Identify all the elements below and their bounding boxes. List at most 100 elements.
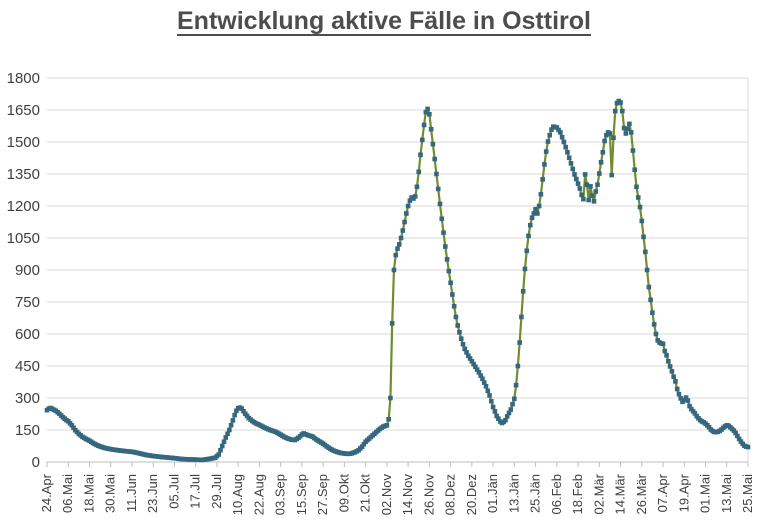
data-marker — [540, 177, 545, 182]
data-marker — [457, 329, 462, 335]
x-axis-label: 18.Feb — [570, 474, 585, 514]
data-marker — [437, 201, 443, 207]
data-marker — [595, 182, 600, 187]
x-axis-label: 17.Jul — [188, 474, 203, 509]
data-marker — [418, 152, 423, 158]
data-marker — [515, 363, 521, 369]
data-marker — [565, 149, 570, 155]
data-marker — [531, 211, 537, 216]
y-axis-labels: 0 150 300 450 600 750 900 1050 1200 1350 1500 1650 1… — [7, 70, 40, 471]
data-marker — [623, 131, 629, 136]
data-marker — [517, 340, 522, 345]
data-marker — [428, 126, 434, 132]
data-marker — [630, 148, 636, 153]
data-marker — [398, 235, 404, 241]
x-axis-label: 29.Jul — [209, 474, 224, 509]
data-marker — [241, 408, 246, 414]
data-marker — [474, 367, 480, 372]
data-marker — [448, 280, 453, 286]
data-marker — [389, 321, 395, 326]
data-marker — [404, 211, 409, 216]
data-marker — [669, 369, 675, 374]
data-marker — [547, 132, 553, 138]
data-marker — [586, 197, 591, 203]
data-marker — [71, 425, 76, 431]
data-marker — [503, 417, 508, 423]
data-marker — [660, 341, 666, 347]
data-marker — [533, 206, 538, 212]
data-marker — [745, 444, 751, 450]
y-axis-label: 600 — [15, 326, 40, 343]
y-axis-label: 1800 — [7, 70, 40, 87]
data-marker — [464, 350, 469, 355]
data-marker — [536, 203, 542, 209]
x-axis-label: 15.Sep — [294, 474, 309, 515]
data-marker — [405, 203, 411, 209]
x-axis-label: 26.Nov — [421, 474, 436, 516]
data-marker — [221, 439, 227, 445]
data-marker — [625, 126, 630, 132]
data-marker — [666, 359, 671, 364]
x-axis-label: 13.Jän — [506, 474, 521, 513]
data-marker — [512, 396, 517, 402]
x-axis-label: 14.Mär — [613, 473, 628, 514]
y-axis-label: 750 — [15, 294, 40, 311]
y-axis-label: 450 — [15, 358, 40, 375]
data-marker — [455, 323, 460, 328]
data-marker — [481, 380, 487, 385]
data-marker — [513, 382, 519, 388]
data-marker — [430, 141, 436, 147]
x-axis-label: 27.Sep — [315, 474, 330, 515]
data-marker — [676, 391, 682, 397]
data-marker — [673, 379, 678, 384]
data-marker — [423, 109, 429, 115]
data-marker — [570, 166, 576, 172]
data-marker — [667, 364, 673, 369]
data-marker — [558, 130, 563, 135]
y-axis-label: 300 — [15, 390, 40, 407]
x-axis-label: 18.Mai — [81, 474, 96, 513]
data-marker — [685, 398, 691, 403]
data-marker — [496, 416, 501, 421]
data-marker — [239, 406, 245, 411]
data-marker — [635, 195, 641, 200]
data-marker — [451, 303, 457, 309]
x-axis-label: 24.Apr — [39, 473, 54, 512]
data-series-markers — [44, 98, 751, 463]
data-marker — [412, 194, 418, 199]
data-marker — [681, 397, 687, 403]
data-marker — [504, 414, 510, 419]
x-axis-label: 01.Mai — [698, 474, 713, 513]
data-marker — [621, 125, 627, 131]
data-marker — [225, 431, 230, 437]
x-axis-label: 25.Mai — [740, 474, 755, 513]
data-marker — [478, 373, 483, 378]
data-marker — [520, 289, 526, 294]
data-marker — [467, 356, 473, 361]
data-marker — [462, 346, 468, 352]
data-marker — [628, 130, 634, 135]
data-marker — [607, 131, 613, 136]
data-marker — [480, 376, 485, 382]
y-axis-label: 150 — [15, 422, 40, 439]
data-marker — [425, 106, 430, 112]
data-marker — [566, 155, 572, 161]
data-marker — [588, 184, 593, 189]
y-axis-label: 1650 — [7, 102, 40, 119]
data-marker — [733, 430, 738, 436]
data-marker — [634, 184, 639, 190]
data-marker — [535, 211, 540, 216]
data-marker — [568, 161, 574, 166]
data-marker — [706, 424, 712, 430]
data-marker — [674, 386, 680, 392]
data-marker — [386, 417, 391, 422]
data-marker — [219, 443, 225, 449]
data-marker — [648, 297, 653, 303]
data-marker — [637, 204, 643, 210]
data-marker — [738, 439, 744, 444]
chart-title: Entwicklung aktive Fälle in Osttirol — [177, 7, 591, 35]
data-marker — [232, 412, 237, 418]
x-axis-label: 21.Okt — [358, 474, 373, 513]
